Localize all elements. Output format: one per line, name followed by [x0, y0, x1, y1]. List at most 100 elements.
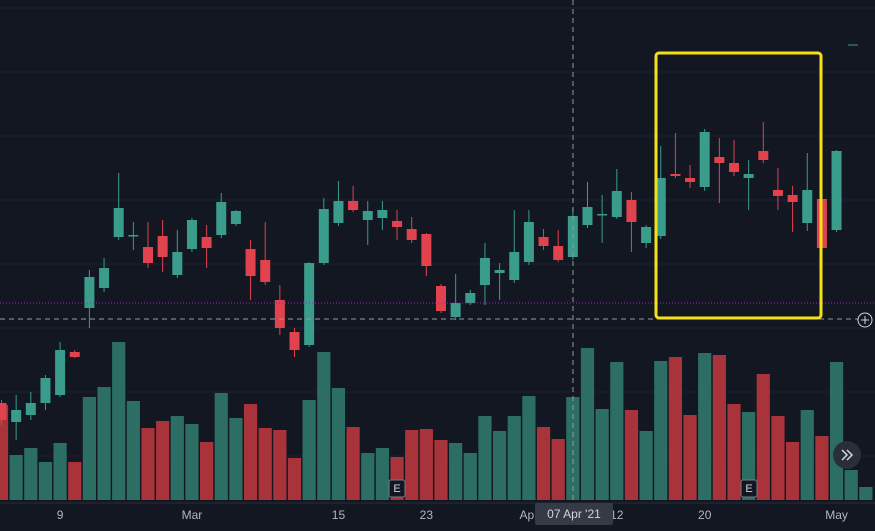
volume-bar — [141, 428, 155, 500]
volume-bar — [610, 362, 624, 500]
volume-bar — [82, 397, 96, 500]
volume-bar — [170, 416, 184, 500]
volume-bar — [156, 421, 170, 500]
candle-body — [406, 229, 417, 240]
volume-bar — [449, 443, 463, 500]
volume-bar — [493, 431, 507, 500]
candle-body — [494, 270, 505, 273]
candle-body — [538, 237, 549, 246]
candle-body — [421, 234, 432, 266]
volume-bar — [668, 357, 682, 500]
event-marker[interactable]: E — [740, 479, 758, 498]
volume-bar — [844, 470, 858, 500]
candle-body — [685, 178, 696, 182]
candle-body — [670, 174, 681, 176]
candle-body — [172, 252, 183, 275]
candle-body — [84, 277, 95, 308]
candle-body — [333, 201, 344, 223]
candle-body — [436, 286, 446, 311]
candle-body — [55, 350, 66, 395]
volume-bar — [478, 416, 492, 500]
crosshair-label: 07 Apr '21 — [535, 503, 613, 525]
candle-body — [802, 190, 813, 223]
candle-body — [143, 247, 153, 263]
candle-body — [318, 209, 329, 263]
volume-bar — [24, 448, 38, 500]
volume-bar — [317, 352, 331, 500]
x-tick-label: Mar — [182, 508, 203, 522]
volume-bar — [580, 348, 595, 500]
event-marker-label: E — [745, 483, 752, 495]
candle-body — [157, 236, 168, 257]
candle-body — [626, 200, 637, 222]
volume-bar — [97, 387, 111, 500]
volume-layer — [0, 342, 873, 500]
candle-body — [230, 211, 241, 224]
candle-body — [377, 210, 388, 218]
x-tick-label: May — [825, 508, 848, 522]
volume-bar — [859, 487, 873, 500]
volume-bar — [829, 362, 844, 500]
volume-bar — [639, 431, 653, 500]
candle-body — [392, 221, 403, 227]
volume-bar — [375, 448, 389, 500]
volume-bar — [112, 342, 126, 500]
volume-bar — [683, 415, 697, 500]
candle-body — [641, 227, 652, 243]
candle-body — [348, 201, 359, 210]
candle-body — [597, 214, 608, 216]
x-tick-label: 9 — [57, 508, 64, 522]
volume-bar — [712, 355, 726, 500]
volume-bar — [258, 428, 272, 500]
crosshair-date: 07 Apr '21 — [547, 507, 601, 521]
volume-bar — [331, 388, 346, 500]
candle-body — [465, 293, 476, 303]
scroll-button[interactable] — [833, 441, 861, 469]
volume-bar — [654, 361, 668, 500]
candle-body — [304, 263, 315, 345]
scroll-icon — [841, 449, 854, 461]
candle-body — [11, 410, 22, 422]
candle-body — [509, 252, 520, 280]
x-tick-label: 23 — [420, 508, 434, 522]
volume-bar — [595, 409, 609, 500]
volume-bar — [302, 400, 316, 500]
candle-body — [655, 178, 666, 236]
volume-bar — [214, 393, 228, 500]
add-button[interactable] — [857, 312, 873, 328]
volume-bar — [229, 418, 243, 500]
volume-bar — [185, 424, 199, 500]
candle-body — [25, 403, 36, 415]
volume-bar — [698, 353, 712, 500]
x-tick-label: 15 — [332, 508, 346, 522]
candle-body — [831, 151, 842, 230]
volume-bar — [38, 462, 53, 500]
volume-bar — [727, 404, 741, 500]
add-icon — [861, 316, 869, 324]
volume-bar — [771, 416, 785, 500]
volume-bar — [419, 429, 433, 500]
candle-body — [758, 151, 769, 160]
candle-body — [99, 268, 110, 288]
volume-bar — [68, 462, 82, 500]
volume-bar — [624, 410, 639, 500]
candle-body — [362, 211, 373, 220]
candle-body — [743, 174, 754, 178]
event-marker[interactable]: E — [388, 479, 406, 498]
candle-body — [582, 207, 593, 225]
volume-bar — [53, 443, 67, 500]
candle-body — [40, 378, 51, 403]
candle-body — [128, 235, 139, 237]
volume-bar — [815, 436, 829, 500]
volume-bar — [786, 442, 800, 500]
volume-bar — [273, 430, 287, 500]
volume-bar — [287, 458, 302, 500]
event-marker-label: E — [393, 483, 400, 495]
candle-body — [523, 222, 534, 262]
volume-bar — [756, 374, 770, 500]
candle-body — [553, 246, 564, 260]
volume-bar — [522, 396, 536, 500]
x-tick-label: 12 — [610, 508, 624, 522]
candle-body — [113, 208, 124, 237]
